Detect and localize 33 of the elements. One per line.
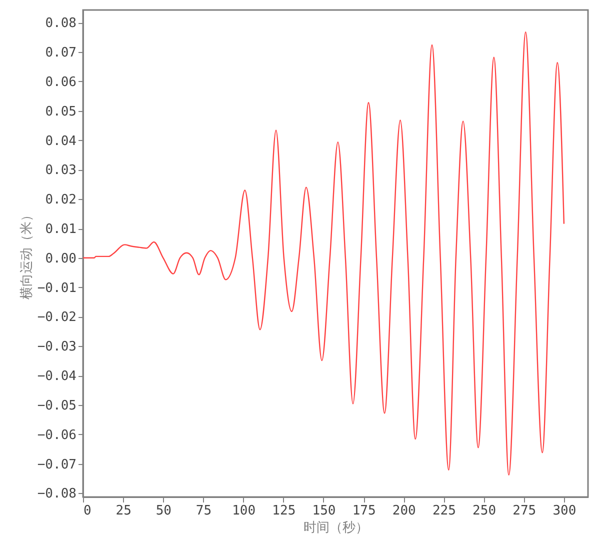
y-tick-label: 0.08: [45, 16, 76, 32]
y-tick-label: −0.05: [37, 398, 76, 414]
line-series: [83, 31, 565, 476]
y-tick-label: −0.07: [37, 457, 76, 472]
x-tick-label: 50: [156, 504, 172, 518]
y-tick-label: −0.02: [37, 310, 76, 326]
y-tick-label: 0.00: [45, 251, 76, 266]
x-tick-label: 150: [312, 504, 336, 518]
x-tick-label: 275: [512, 504, 536, 518]
x-tick-label: 125: [272, 504, 296, 518]
y-tick-label: 0.03: [45, 163, 76, 178]
y-tick-label: 0.04: [45, 134, 77, 149]
x-tick-label: 175: [352, 504, 376, 518]
x-tick-label: 100: [232, 504, 256, 518]
x-tick-label: 300: [552, 504, 576, 518]
y-tick-label: −0.06: [37, 428, 76, 443]
y-tick-label: 0.01: [45, 222, 76, 238]
y-tick-label: 0.07: [45, 46, 76, 61]
y-tick-label: −0.08: [37, 486, 76, 502]
y-tick-label: 0.02: [45, 192, 76, 208]
y-axis-title: 横向运动（米）: [19, 208, 34, 300]
x-tick-label: 0: [84, 504, 92, 518]
x-tick-label: 200: [392, 504, 416, 518]
x-tick-label: 75: [196, 504, 212, 518]
x-axis-title: 时间（秒）: [304, 520, 368, 536]
x-tick-label: 250: [472, 504, 496, 518]
x-tick-label: 25: [116, 504, 132, 518]
x-tick-label: 225: [432, 504, 456, 518]
y-tick-label: 0.05: [45, 104, 76, 120]
y-tick-label: −0.04: [37, 369, 77, 384]
y-tick-label: 0.06: [45, 74, 76, 90]
y-tick-label: −0.01: [37, 280, 76, 296]
y-tick-label: −0.03: [37, 340, 76, 355]
